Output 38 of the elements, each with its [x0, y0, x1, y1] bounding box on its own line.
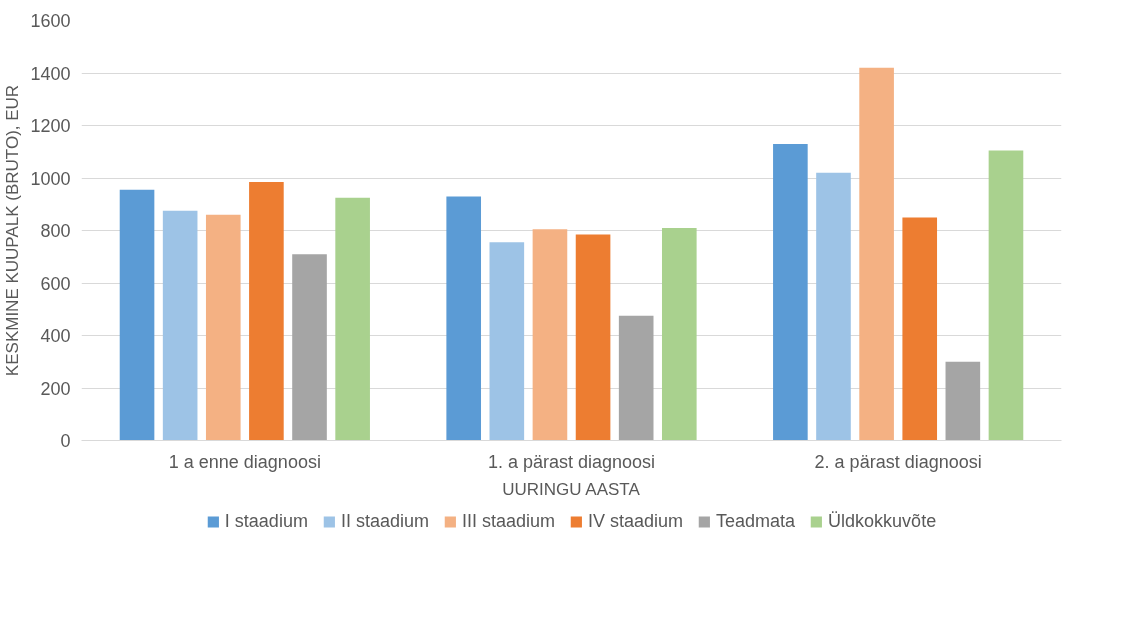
bar: [249, 181, 284, 441]
x-tick-label: 1. a pärast diagnoosi: [487, 451, 656, 472]
y-tick-label: 1600: [30, 11, 71, 31]
y-tick-label: 1400: [30, 63, 71, 84]
bar: [446, 196, 482, 441]
bar: [661, 227, 697, 441]
bar: [532, 229, 568, 441]
y-axis-title: KESKMINE KUUPALK (BRUTO), EUR: [3, 84, 23, 377]
legend-label: II staadium: [340, 510, 429, 532]
legend-label: Teadmata: [716, 510, 796, 532]
bar: [292, 254, 327, 441]
legend-label: IV staadium: [587, 510, 684, 532]
legend-label: Üldkokkuvõte: [828, 510, 937, 532]
bar: [773, 143, 808, 441]
bar: [335, 197, 370, 441]
bar: [618, 315, 654, 441]
y-tick-label: 800: [40, 221, 71, 241]
y-tick-label: 200: [40, 378, 71, 399]
legend-label: I staadium: [224, 510, 308, 532]
bar: [575, 234, 611, 441]
bar: [205, 214, 241, 441]
x-tick-label: 2. a pärast diagnoosi: [814, 451, 982, 472]
bar: [489, 242, 525, 441]
bar: [902, 217, 938, 441]
bar: [945, 361, 981, 441]
y-tick-label: 1000: [30, 168, 71, 189]
y-tick-label: 1200: [30, 116, 71, 136]
x-axis-title: UURINGU AASTA: [502, 479, 641, 499]
x-tick-label: 1 a enne diagnoosi: [168, 451, 321, 472]
bar: [119, 189, 155, 441]
bar: [859, 67, 894, 441]
bar: [988, 150, 1024, 441]
y-tick-label: 400: [40, 326, 71, 346]
y-tick-label: 600: [40, 273, 71, 294]
bar: [162, 210, 198, 441]
bar: [816, 172, 851, 441]
legend-label: III staadium: [461, 510, 555, 532]
y-tick-label: 0: [60, 431, 71, 451]
